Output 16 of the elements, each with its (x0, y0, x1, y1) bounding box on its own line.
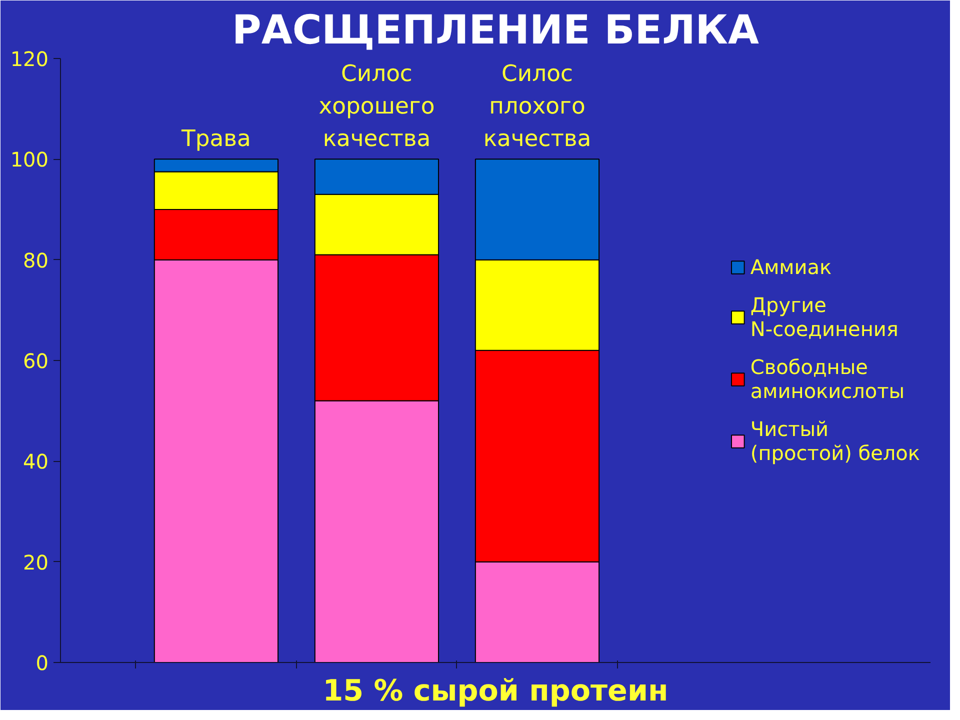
y-tick-label: 60 (23, 349, 49, 373)
x-axis-title: 15 % сырой протеин (322, 674, 668, 708)
y-tick-label: 100 (10, 148, 49, 172)
x-tick-label: Силос плохого качества (483, 61, 592, 152)
y-tick-label: 0 (36, 651, 49, 675)
x-tick-label: Силос хорошего качества (318, 61, 435, 152)
y-tick-label: 120 (10, 47, 49, 71)
legend-label: Другие N-соединения (750, 293, 898, 341)
y-tick-label: 40 (23, 450, 49, 474)
y-tick-label: 20 (23, 550, 49, 574)
chart-title: РАСЩЕПЛЕНИЕ БЕЛКА (232, 8, 759, 54)
y-tick-label: 80 (23, 248, 49, 272)
legend-label: Аммиак (750, 255, 832, 279)
legend-label: Чистый (простой) белок (750, 417, 920, 465)
x-tick-label: Трава (180, 126, 251, 152)
legend-label: Свободные аминокислоты (750, 355, 905, 403)
